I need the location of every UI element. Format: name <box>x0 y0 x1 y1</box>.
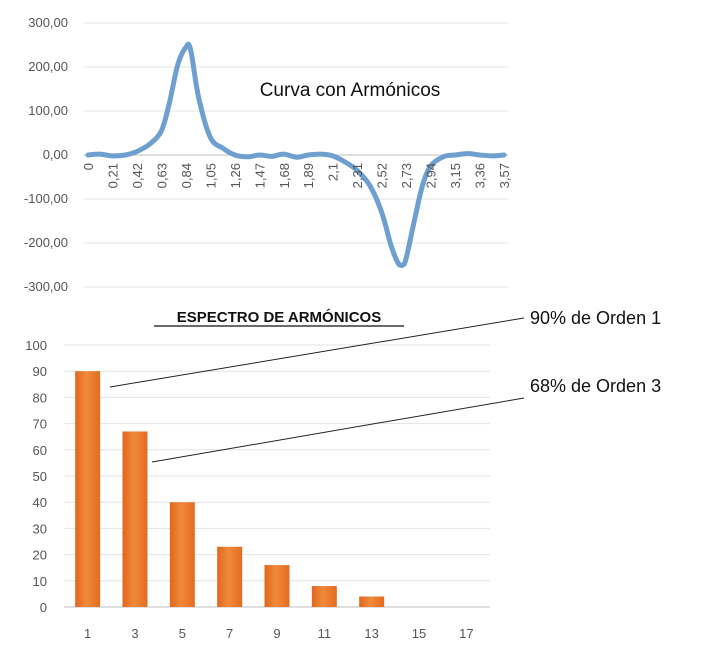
curve-y-tick-label: -200,00 <box>24 235 68 250</box>
annotation-label: 90% de Orden 1 <box>530 308 661 328</box>
curve-y-tick-label: 200,00 <box>28 59 68 74</box>
spectrum-title: ESPECTRO DE ARMÓNICOS <box>177 308 381 326</box>
harmonic-curve-line <box>85 41 507 268</box>
spectrum-y-tick-label: 50 <box>33 469 47 484</box>
curve-title: Curva con Armónicos <box>260 80 441 101</box>
annotation-label: 68% de Orden 3 <box>530 376 661 396</box>
spectrum-bar <box>264 565 290 607</box>
harmonic-curve-chart: 300,00 200,00 100,00 0,00 -100,00 -200,00 -300… <box>24 15 512 294</box>
spectrum-bar <box>217 546 243 607</box>
curve-x-tick-label: 2,52 <box>375 163 390 188</box>
curve-gridlines <box>84 22 508 288</box>
annotation-leader-line <box>151 397 525 463</box>
curve-y-tick-label: 0,00 <box>43 147 68 162</box>
curve-y-axis: 300,00 200,00 100,00 0,00 -100,00 -200,00 -300… <box>24 15 68 294</box>
curve-x-tick-label: 3,57 <box>497 163 512 188</box>
curve-x-tick-label: 2,94 <box>424 163 439 188</box>
spectrum-y-tick-label: 80 <box>33 390 47 405</box>
spectrum-x-tick-label: 1 <box>84 626 91 641</box>
spectrum-x-tick-label: 15 <box>412 626 426 641</box>
spectrum-x-tick-label: 3 <box>131 626 138 641</box>
spectrum-x-axis-labels: 1 3 5 7 9 11 13 15 17 <box>84 626 474 641</box>
curve-x-tick-label: 3,36 <box>473 163 488 188</box>
spectrum-x-tick-label: 11 <box>318 626 332 641</box>
spectrum-y-tick-label: 10 <box>33 574 47 589</box>
curve-y-tick-label: -100,00 <box>24 191 68 206</box>
spectrum-bar <box>122 431 148 607</box>
spectrum-annotations: 90% de Orden 1 68% de Orden 3 <box>109 308 661 463</box>
spectrum-bars <box>75 371 385 607</box>
spectrum-y-tick-label: 70 <box>33 417 47 432</box>
spectrum-y-tick-label: 20 <box>33 548 47 563</box>
spectrum-x-tick-label: 9 <box>273 626 280 641</box>
curve-x-tick-label: 0,21 <box>105 163 120 188</box>
curve-x-tick-label: 2,1 <box>326 163 341 181</box>
spectrum-x-tick-label: 17 <box>459 626 473 641</box>
spectrum-y-tick-label: 90 <box>33 364 47 379</box>
spectrum-y-tick-label: 100 <box>25 338 47 353</box>
curve-x-tick-label: 1,68 <box>277 163 292 188</box>
spectrum-y-tick-label: 40 <box>33 495 47 510</box>
curve-x-tick-label: 3,15 <box>448 163 463 188</box>
spectrum-y-tick-label: 0 <box>40 600 47 615</box>
spectrum-bar <box>75 371 101 607</box>
spectrum-y-tick-label: 60 <box>33 443 47 458</box>
annotation-leader-line <box>109 317 525 388</box>
curve-x-tick-label: 1,89 <box>301 163 316 188</box>
spectrum-x-tick-label: 5 <box>179 626 186 641</box>
curve-x-tick-label: 0 <box>81 163 96 170</box>
curve-x-tick-label: 2,31 <box>350 163 365 188</box>
curve-y-tick-label: 100,00 <box>28 103 68 118</box>
spectrum-bar <box>359 596 385 607</box>
curve-x-tick-label: 0,42 <box>130 163 145 188</box>
spectrum-bar <box>311 586 337 607</box>
spectrum-x-tick-label: 13 <box>364 626 378 641</box>
curve-y-tick-label: 300,00 <box>28 15 68 30</box>
spectrum-bar <box>169 502 195 607</box>
curve-x-tick-label: 0,84 <box>179 163 194 188</box>
curve-x-tick-label: 1,47 <box>252 163 267 188</box>
curve-y-tick-label: -300,00 <box>24 279 68 294</box>
curve-x-tick-label: 1,26 <box>228 163 243 188</box>
spectrum-y-tick-label: 30 <box>33 521 47 536</box>
spectrum-x-tick-label: 7 <box>226 626 233 641</box>
curve-x-tick-label: 2,73 <box>399 163 414 188</box>
curve-x-tick-label: 0,63 <box>154 163 169 188</box>
curve-x-axis-labels: 0 0,21 0,42 0,63 0,84 1,05 1,26 1,47 1,68 1,89 2,1… <box>81 163 512 188</box>
curve-x-tick-label: 1,05 <box>203 163 218 188</box>
